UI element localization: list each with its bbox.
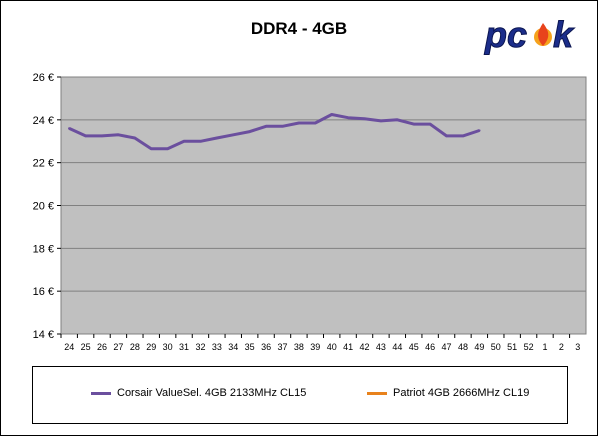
chart-title: DDR4 - 4GB	[250, 19, 348, 38]
data-point	[133, 136, 137, 140]
chart-legend: Corsair ValueSel. 4GB 2133MHz CL15 Patri…	[32, 366, 568, 424]
y-tick-label: 22 €	[33, 158, 54, 170]
y-tick-label: 16 €	[33, 286, 54, 298]
x-tick-label: 33	[212, 342, 222, 352]
data-point	[445, 134, 448, 138]
series-line-0	[68, 113, 480, 151]
data-point	[478, 129, 481, 132]
legend-label-patriot: Patriot 4GB 2666MHz CL19	[393, 387, 530, 399]
data-point	[330, 113, 333, 116]
x-tick-label: 40	[327, 342, 337, 352]
x-tick-label: 42	[360, 342, 370, 352]
pcsk-logo: pc k	[483, 9, 588, 62]
x-tick-label: 49	[474, 342, 484, 352]
x-tick-label: 35	[245, 342, 255, 352]
x-tick-label: 48	[458, 342, 468, 352]
data-point	[346, 116, 350, 119]
data-point	[84, 134, 87, 138]
x-tick-label: 47	[442, 342, 452, 352]
x-tick-label: 26	[97, 342, 107, 352]
x-tick-label: 32	[195, 342, 205, 352]
x-tick-label: 50	[491, 342, 501, 352]
data-point	[182, 140, 186, 143]
x-tick-label: 39	[310, 342, 320, 352]
data-point	[68, 127, 71, 130]
legend-swatch-patriot	[367, 391, 387, 395]
data-point	[461, 134, 465, 138]
x-tick-label: 37	[277, 342, 287, 352]
svg-text:k: k	[553, 14, 575, 55]
data-point	[297, 121, 301, 125]
x-tick-label: 38	[294, 342, 304, 352]
x-tick-label: 36	[261, 342, 271, 352]
data-point	[264, 125, 268, 128]
data-point	[100, 134, 104, 138]
data-point	[314, 121, 317, 125]
x-tick-label: 3	[575, 342, 580, 352]
svg-text:pc: pc	[484, 14, 527, 55]
data-point	[199, 140, 202, 143]
y-tick-label: 24 €	[33, 115, 54, 127]
x-tick-label: 30	[163, 342, 173, 352]
x-tick-label: 24	[64, 342, 74, 352]
legend-swatch-corsair	[91, 391, 111, 395]
x-tick-label: 31	[179, 342, 189, 352]
data-point	[379, 119, 383, 123]
x-tick-label: 27	[113, 342, 123, 352]
x-tick-label: 2	[559, 342, 564, 352]
data-point	[232, 133, 235, 137]
x-tick-label: 1	[542, 342, 547, 352]
x-tick-label: 43	[376, 342, 386, 352]
data-point	[363, 117, 366, 120]
x-tick-label: 41	[343, 342, 353, 352]
data-point	[281, 125, 284, 128]
x-tick-label: 52	[524, 342, 534, 352]
data-point	[166, 147, 169, 150]
x-tick-label: 28	[130, 342, 140, 352]
data-point	[412, 122, 415, 126]
data-point	[215, 136, 219, 140]
legend-item-corsair: Corsair ValueSel. 4GB 2133MHz CL15	[91, 387, 306, 399]
x-tick-label: 44	[392, 342, 402, 352]
x-tick-label: 45	[409, 342, 419, 352]
data-point	[117, 133, 120, 137]
legend-item-patriot: Patriot 4GB 2666MHz CL19	[367, 387, 529, 399]
data-point	[248, 130, 251, 133]
y-tick-label: 26 €	[33, 72, 54, 84]
x-tick-label: 25	[81, 342, 91, 352]
data-point	[428, 122, 432, 126]
y-tick-label: 18 €	[33, 243, 54, 255]
x-tick-label: 29	[146, 342, 156, 352]
x-tick-label: 46	[425, 342, 435, 352]
data-point	[150, 147, 153, 150]
data-point	[396, 118, 399, 122]
x-tick-label: 51	[507, 342, 517, 352]
y-tick-label: 20 €	[33, 201, 54, 213]
legend-label-corsair: Corsair ValueSel. 4GB 2133MHz CL15	[117, 387, 307, 399]
x-tick-label: 34	[228, 342, 238, 352]
y-tick-label: 14 €	[33, 329, 54, 341]
